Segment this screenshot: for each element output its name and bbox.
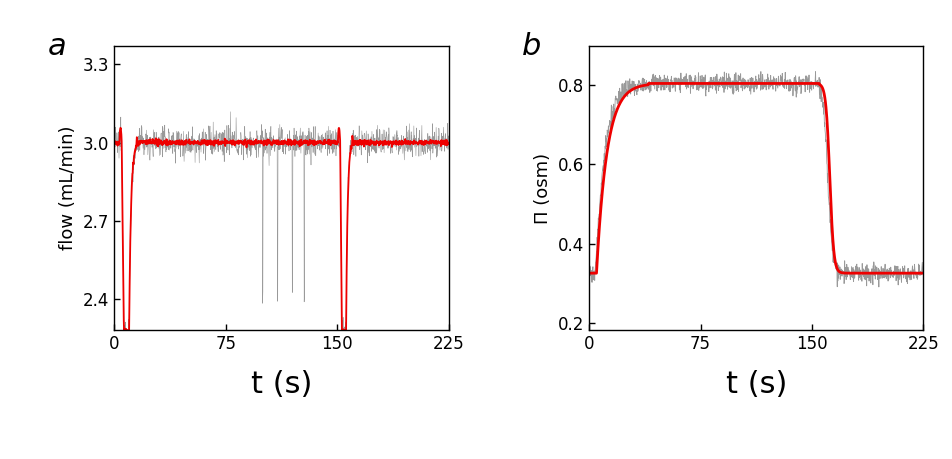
Y-axis label: flow (mL/min): flow (mL/min) — [59, 126, 77, 251]
Text: a: a — [48, 32, 66, 61]
X-axis label: t (s): t (s) — [250, 370, 312, 399]
X-axis label: t (s): t (s) — [725, 370, 787, 399]
Text: b: b — [523, 32, 542, 61]
Y-axis label: Π (osm): Π (osm) — [534, 153, 552, 224]
